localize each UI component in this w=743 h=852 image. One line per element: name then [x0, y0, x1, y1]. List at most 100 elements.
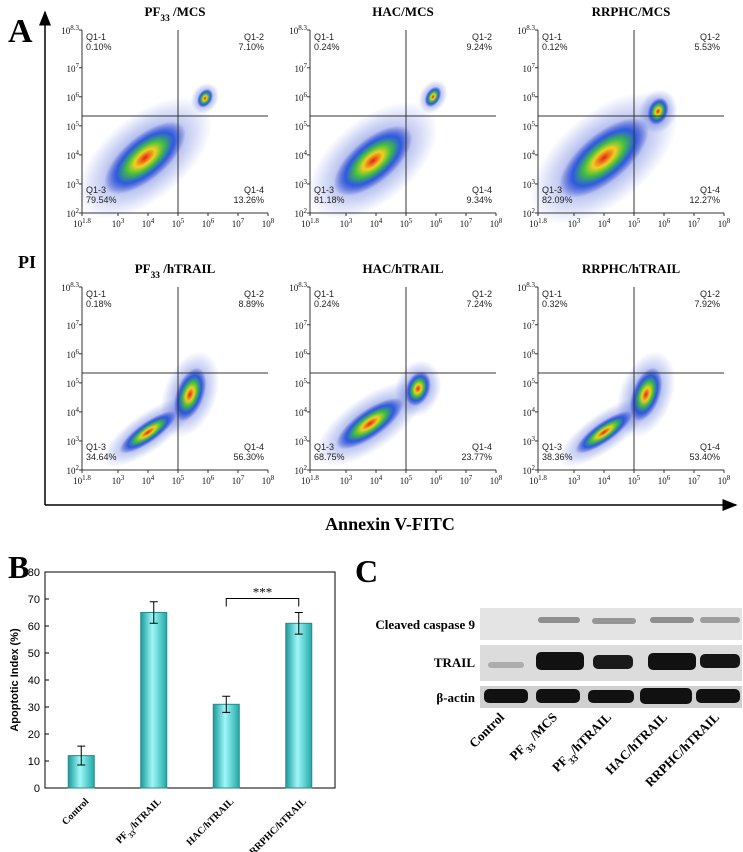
tick-exponent: 3	[304, 435, 308, 443]
tick-exponent: 3	[349, 217, 353, 225]
quadrant-name: Q1-3	[86, 185, 106, 195]
tick-base: 10	[295, 93, 305, 103]
tick-label: 105	[295, 120, 308, 132]
tick-base: 10	[523, 122, 533, 132]
plot-title: RRPHC/hTRAIL	[582, 261, 681, 276]
tick-label: 104	[295, 406, 308, 418]
error-bar	[294, 612, 303, 635]
quadrant-name: Q1-1	[542, 32, 562, 42]
tick-exponent: 6	[667, 474, 671, 482]
quadrant-percent: 0.24%	[314, 299, 340, 309]
flow-plot: RRPHC/MCS Q1-10.12% Q1-25.53% Q1-382.09% Q1-…	[517, 4, 731, 229]
tick-label: 102	[295, 207, 308, 219]
tick-label: 106	[202, 217, 215, 229]
tick-label: 101.8	[529, 217, 547, 229]
tick-label: 103	[568, 474, 581, 486]
tick-exponent: 2	[532, 464, 536, 472]
bar	[285, 622, 313, 789]
tick-label: 103	[568, 217, 581, 229]
tick-exponent: 4	[607, 217, 611, 225]
tick-exponent: 8	[271, 217, 275, 225]
significance-label: ***	[253, 585, 273, 600]
quadrant-name: Q1-4	[472, 185, 492, 195]
tick-base: 10	[289, 283, 299, 293]
tick-base: 10	[523, 408, 533, 418]
tick-label: 103	[340, 217, 353, 229]
tick-label: 101.8	[73, 474, 91, 486]
tick-label: 104	[370, 474, 383, 486]
tick-exponent: 5	[76, 377, 80, 385]
density-cloud	[405, 371, 431, 407]
tick-base: 10	[67, 321, 77, 331]
quadrant-name: Q1-4	[700, 442, 720, 452]
quadrant-name: Q1-1	[314, 32, 334, 42]
bar	[212, 703, 240, 789]
bar	[140, 612, 168, 789]
panel-label: C	[355, 553, 378, 589]
tick-base: 10	[718, 476, 728, 486]
tick-exponent: 1.8	[538, 474, 547, 482]
tick-exponent: 2	[304, 464, 308, 472]
tick-exponent: 8.3	[70, 281, 79, 289]
tick-label: 107	[67, 319, 80, 331]
tick-exponent: 4	[151, 217, 155, 225]
row-label: β-actin	[436, 690, 475, 705]
quadrant-percent: 13.26%	[233, 195, 264, 205]
tick-exponent: 5	[409, 217, 413, 225]
tick-exponent: 8.3	[298, 281, 307, 289]
quadrant-percent: 0.24%	[314, 42, 340, 52]
quadrant-name: Q1-2	[244, 289, 264, 299]
tick-exponent: 7	[304, 319, 308, 327]
tick-base: 10	[202, 476, 212, 486]
tick-base: 10	[523, 151, 533, 161]
tick-label: 106	[67, 348, 80, 360]
quadrant-name: Q1-4	[244, 185, 264, 195]
panel-label: A	[8, 13, 33, 50]
tick-base: 10	[73, 219, 83, 229]
quadrant-percent: 7.92%	[694, 299, 720, 309]
tick-base: 10	[67, 93, 77, 103]
quadrant-name: Q1-4	[472, 442, 492, 452]
tick-base: 10	[301, 219, 311, 229]
plot-title: PF33 /MCS	[145, 4, 206, 24]
tick-exponent: 7	[697, 217, 701, 225]
tick-label: 106	[202, 474, 215, 486]
tick-exponent: 4	[76, 149, 80, 157]
y-tick-label: 0	[34, 783, 40, 795]
tick-label: 105	[523, 377, 536, 389]
quadrant-name: Q1-3	[542, 442, 562, 452]
tick-label: 101.8	[301, 217, 319, 229]
tick-base: 10	[295, 209, 305, 219]
quadrant-percent: 7.10%	[238, 42, 264, 52]
plot-title: RRPHC/MCS	[592, 4, 671, 19]
tick-base: 10	[517, 26, 527, 36]
tick-label: 106	[658, 217, 671, 229]
tick-label: 107	[295, 319, 308, 331]
error-bar	[149, 601, 158, 624]
tick-label: 104	[523, 406, 536, 418]
tick-label: 107	[523, 62, 536, 74]
tick-label: 108.3	[289, 24, 307, 36]
plot-title: HAC/MCS	[372, 4, 433, 19]
flow-plot: RRPHC/hTRAIL Q1-10.32% Q1-27.92% Q1-338.36%…	[517, 261, 731, 486]
tick-label: 108	[490, 474, 503, 486]
lane-label: Control	[466, 709, 507, 750]
tick-base: 10	[688, 219, 698, 229]
flow-plot: PF33 /hTRAIL Q1-10.18% Q1-28.89% Q1-334.64%…	[61, 261, 275, 486]
tick-label: 108	[262, 474, 275, 486]
axis-title: Annexin V-FITC	[325, 514, 455, 534]
tick-exponent: 3	[532, 435, 536, 443]
tick-base: 10	[529, 219, 539, 229]
tick-exponent: 6	[439, 474, 443, 482]
tick-exponent: 7	[469, 217, 473, 225]
tick-exponent: 4	[304, 406, 308, 414]
tick-base: 10	[430, 219, 440, 229]
tick-exponent: 5	[76, 120, 80, 128]
y-tick-label: 70	[28, 594, 40, 606]
tick-label: 103	[295, 435, 308, 447]
tick-label: 101.8	[73, 217, 91, 229]
tick-exponent: 8.3	[526, 24, 535, 32]
tick-exponent: 7	[697, 474, 701, 482]
row-label: Cleaved caspase 9	[375, 617, 475, 632]
tick-label: 101.8	[529, 474, 547, 486]
